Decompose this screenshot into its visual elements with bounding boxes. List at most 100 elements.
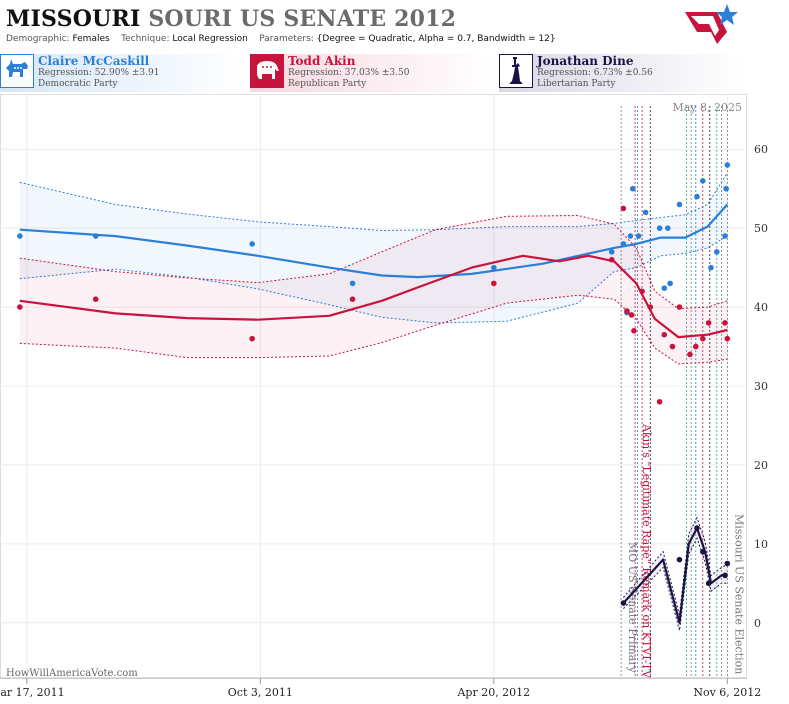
x-tick-label: Nov 6, 2012: [693, 686, 761, 699]
y-tick-label: 30: [754, 380, 768, 393]
donkey-icon: [0, 54, 34, 88]
candidate-name: Claire McCaskill: [38, 54, 150, 68]
y-tick-label: 40: [754, 301, 768, 314]
poll-point: [705, 580, 712, 587]
poll-point: [608, 256, 615, 263]
poll-point: [249, 335, 255, 342]
y-tick-label: 50: [754, 222, 768, 235]
poll-point: [628, 312, 635, 318]
confidence-band: [623, 517, 728, 631]
poll-chart: MO US Senate Primary Akin's "Legitimate R…: [0, 94, 768, 699]
technique-value: Local Regression: [172, 34, 248, 44]
poll-point: [700, 335, 706, 342]
poll-point: [629, 185, 636, 192]
poll-point: [656, 225, 663, 231]
upper-bound-line: [623, 516, 728, 616]
lower-bound-line: [19, 235, 728, 324]
poll-point: [664, 225, 671, 231]
poll-point: [724, 335, 731, 342]
poll-point: [349, 296, 356, 302]
poll-point: [349, 280, 356, 287]
poll-point: [92, 296, 99, 302]
date-stamp: May 8, 2025: [672, 101, 742, 114]
poll-point: [620, 205, 627, 212]
lower-bound-line: [623, 537, 728, 631]
confidence-band: [19, 215, 728, 364]
poll-point: [491, 280, 497, 287]
parameters-value: {Degree = Quadratic, Alpha = 0.7, Bandwi…: [316, 34, 556, 44]
poll-point: [642, 209, 649, 216]
candidate-party: Republican Party: [288, 79, 367, 89]
poll-point: [17, 304, 23, 310]
candidate-name: Jonathan Dine: [537, 54, 634, 68]
poll-point: [700, 178, 706, 184]
upper-bound-line: [19, 172, 728, 232]
event-label: Akin's "Legitimate Rape" Remark on KTVI-…: [640, 423, 653, 679]
page-title: MISSOURI SOURI US SENATE 2012: [6, 6, 456, 32]
poll-point: [692, 343, 699, 350]
poll-point: [620, 600, 627, 606]
elephant-icon: [250, 54, 284, 88]
trend-line: [19, 254, 728, 339]
statue-of-liberty-icon: [499, 54, 533, 88]
candidate-card-akin: Todd Akin Regression: 37.03% ±3.50 Repub…: [250, 54, 495, 92]
poll-point: [667, 280, 673, 287]
poll-point: [722, 572, 728, 579]
parameters-label: Parameters:: [259, 34, 314, 44]
parameters-line: Demographic: Females Technique: Local Re…: [6, 34, 556, 44]
candidate-regression: Regression: 6.73% ±0.56: [537, 68, 653, 78]
candidate-card-mccaskill: Claire McCaskill Regression: 52.90% ±3.9…: [0, 54, 246, 92]
candidate-party: Libertarian Party: [537, 79, 616, 89]
poll-point: [661, 331, 668, 338]
title-rest: SOURI US SENATE 2012: [148, 6, 457, 32]
technique-label: Technique:: [121, 34, 170, 44]
poll-point: [700, 548, 706, 555]
demographic-label: Demographic:: [6, 34, 70, 44]
poll-point: [635, 233, 642, 239]
x-tick-label: Mar 17, 2011: [0, 686, 65, 699]
y-tick-label: 20: [754, 459, 768, 472]
poll-point: [722, 320, 728, 326]
poll-point: [249, 241, 255, 247]
event-label: MO US Senate Primary: [626, 542, 639, 674]
footer-credit: HowWillAmericaVote.com: [6, 668, 138, 679]
poll-point: [620, 241, 627, 247]
poll-point: [676, 556, 683, 563]
candidate-regression: Regression: 52.90% ±3.91: [38, 68, 160, 78]
poll-point: [647, 304, 654, 310]
poll-point: [705, 320, 712, 326]
poll-point: [676, 304, 683, 310]
y-tick-label: 60: [754, 143, 768, 156]
poll-point: [669, 343, 676, 350]
candidate-name: Todd Akin: [288, 54, 356, 68]
poll-point: [491, 264, 497, 271]
y-tick-label: 0: [754, 617, 761, 630]
poll-point: [687, 351, 693, 358]
poll-point: [676, 201, 683, 208]
title-bold: MISSOURI: [6, 6, 141, 32]
x-tick-label: Apr 20, 2012: [456, 686, 530, 699]
poll-point: [724, 162, 731, 168]
x-tick-label: Oct 3, 2011: [228, 686, 293, 699]
poll-point: [722, 233, 728, 239]
star-logo-icon: [685, 4, 738, 44]
poll-point: [694, 525, 700, 531]
y-tick-label: 10: [754, 538, 768, 551]
demographic-value: Females: [72, 34, 110, 44]
poll-point: [17, 233, 23, 239]
poll-point: [608, 249, 615, 255]
poll-point: [714, 249, 720, 255]
poll-point: [631, 327, 637, 334]
poll-point: [723, 185, 729, 192]
poll-point: [639, 288, 645, 295]
confidence-band: [19, 172, 728, 323]
poll-point: [661, 285, 668, 291]
poll-point: [694, 193, 700, 200]
poll-point: [708, 264, 714, 271]
event-label: Missouri US Senate Election: [732, 514, 745, 674]
candidate-regression: Regression: 37.03% ±3.50: [288, 68, 410, 78]
poll-point: [92, 233, 99, 239]
poll-point: [624, 308, 630, 314]
trend-line: [19, 203, 729, 279]
candidate-party: Democratic Party: [38, 79, 118, 89]
